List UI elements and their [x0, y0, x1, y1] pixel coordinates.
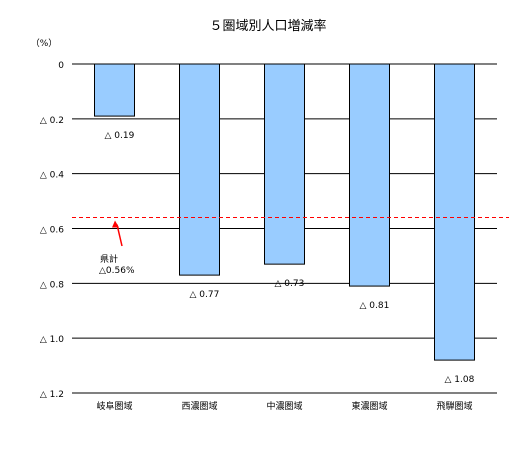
bar — [434, 63, 475, 361]
reference-arrow — [116, 224, 123, 247]
y-axis-ticks: 0 △ 0.2 △ 0.4 △ 0.6 △ 0.8 △ 1.0 △ 1.2 — [40, 61, 64, 400]
y-tick-label: △ 0.8 — [40, 280, 64, 290]
data-label: △ 0.19 — [105, 131, 135, 141]
y-tick-label: △ 0.2 — [40, 116, 64, 126]
y-tick-label: △ 1.2 — [40, 390, 64, 400]
bars — [94, 63, 475, 361]
chart-title: ５圏域別人口増減率 — [209, 18, 326, 34]
bar — [349, 63, 390, 287]
bar — [94, 63, 135, 117]
y-tick-label: 0 — [58, 61, 64, 71]
reference-line-group: 県計△0.56% — [72, 217, 509, 276]
bar — [264, 63, 305, 265]
category-label: 東濃圏域 — [351, 400, 387, 412]
data-labels: △ 0.19 △ 0.77 △ 0.73 △ 0.81 △ 1.08 — [105, 131, 475, 385]
data-label: △ 0.81 — [360, 301, 390, 311]
data-label: △ 1.08 — [445, 375, 475, 385]
category-label: 岐阜圏域 — [96, 400, 132, 412]
x-axis-categories: 岐阜圏域 西濃圏域 中濃圏域 東濃圏域 飛騨圏域 — [96, 400, 472, 412]
y-tick-label: △ 0.4 — [40, 171, 64, 181]
reference-label-line1: 県計 — [100, 253, 118, 265]
y-tick-label: △ 0.6 — [40, 226, 64, 236]
y-tick-label: △ 1.0 — [40, 335, 64, 345]
reference-arrowhead — [112, 220, 119, 228]
reference-label-line2: △0.56% — [99, 266, 135, 276]
category-label: 中濃圏域 — [266, 400, 302, 412]
data-label: △ 0.77 — [190, 290, 220, 300]
category-label: 西濃圏域 — [181, 400, 217, 412]
data-label: △ 0.73 — [275, 279, 305, 289]
bar — [179, 63, 220, 276]
y-unit-label: （%） — [31, 38, 58, 49]
category-label: 飛騨圏域 — [436, 400, 472, 412]
